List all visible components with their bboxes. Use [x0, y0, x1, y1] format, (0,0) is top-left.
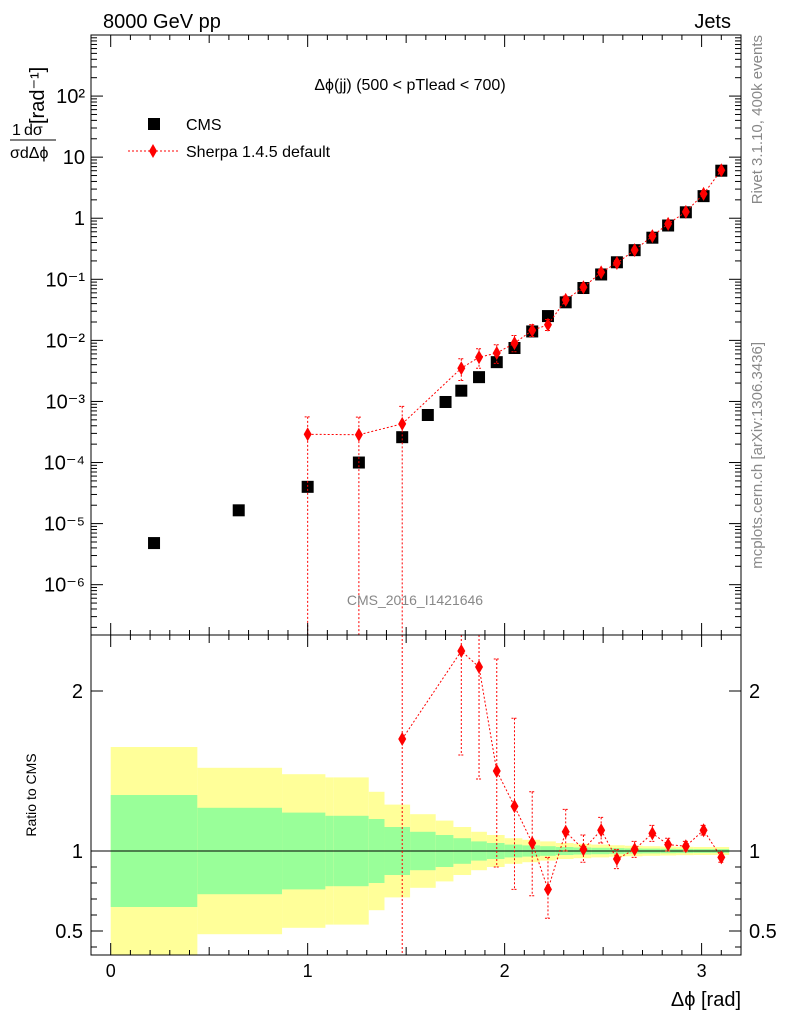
x-tick-label: 2 — [500, 961, 510, 981]
main-ylabel: 1 dσ σdΔϕ [rad⁻¹] — [10, 67, 56, 162]
ratio-mc-point — [510, 799, 519, 814]
main-mc-point — [528, 323, 537, 338]
ratio-xlabel: Δϕ [rad] — [671, 989, 741, 1011]
main-mc-point — [457, 361, 466, 376]
ratio-y-tick-label: 1 — [72, 841, 83, 863]
main-mc-point — [630, 243, 639, 258]
ratio-y-tick-label-right: 1 — [749, 841, 760, 863]
main-ylabel-dsigma: dσ — [24, 122, 43, 139]
main-y-tick-label: 10⁻⁶ — [44, 575, 85, 597]
main-ylabel-denominator: σdΔϕ — [10, 145, 48, 162]
main-y-tick-label: 10⁻⁴ — [44, 453, 85, 475]
ratio-mc-point — [561, 824, 570, 839]
ratio-y-tick-label-right: 0.5 — [749, 921, 777, 943]
ratio-mc-group — [398, 635, 726, 955]
ratio-ylabel: Ratio to CMS — [23, 753, 39, 836]
rivet-label: Rivet 3.1.10, 400k events — [749, 35, 766, 204]
main-mc-point — [303, 427, 312, 442]
main-y-tick-label: 1 — [74, 208, 85, 230]
main-y-tick-label: 10⁻⁵ — [44, 514, 85, 536]
ratio-y-tick-label-right: 2 — [749, 681, 760, 703]
cms-data-points — [148, 164, 728, 550]
legend-mc-marker — [149, 144, 157, 158]
main-mc-point — [354, 427, 363, 442]
cms-data-point — [421, 409, 434, 422]
cms-data-point — [232, 504, 245, 517]
axes: 0 1 2 3 10⁻⁶ 10⁻⁵ 10⁻⁴ 10⁻³ 10⁻² 10⁻¹ 1 10 10² 0.5 0.5… — [44, 34, 777, 981]
main-mc-point — [681, 204, 690, 219]
ratio-mc-points — [398, 635, 726, 955]
main-mc-group — [303, 163, 726, 635]
header-left: 8000 GeV pp — [103, 11, 221, 33]
x-tick-label: 3 — [697, 961, 707, 981]
ratio-mc-point — [699, 823, 708, 838]
cms-data-point — [396, 431, 409, 444]
ratio-y-tick-label: 0.5 — [55, 921, 83, 943]
main-mc-point — [543, 317, 552, 332]
ratio-mc-point — [475, 660, 484, 674]
ratio-mc-point — [579, 842, 588, 857]
ratio-mc-point — [717, 850, 726, 865]
ratio-mc-point — [681, 839, 690, 854]
ratio-mc-point — [528, 836, 537, 850]
cms-data-point — [455, 384, 468, 397]
header-right: Jets — [694, 11, 731, 33]
main-y-tick-label: 10² — [56, 86, 85, 108]
plot-title: Δϕ(jj) (500 < pTlead < 700) — [314, 77, 505, 94]
ratio-mc-point — [457, 644, 466, 658]
main-mc-point — [492, 346, 501, 361]
sherpa-mc-points — [303, 163, 726, 635]
cms-data-point — [439, 395, 452, 408]
cms-data-point — [473, 371, 486, 384]
main-mc-line — [307, 169, 722, 436]
main-mc-point — [475, 350, 484, 365]
main-y-tick-label: 10⁻³ — [46, 391, 86, 413]
ratio-mc-point — [543, 882, 552, 897]
ratio-y-tick-label: 2 — [72, 681, 83, 703]
main-mc-point — [648, 229, 657, 244]
main-mc-point — [597, 265, 606, 280]
legend-cms-label: CMS — [186, 117, 222, 134]
ratio-mc-point — [398, 732, 407, 746]
legend-cms-marker — [148, 118, 160, 130]
main-mc-point — [398, 416, 407, 431]
main-mc-point — [561, 292, 570, 307]
main-mc-point — [717, 163, 726, 178]
ratio-mc-point — [492, 764, 501, 778]
cms-data-point — [148, 537, 161, 550]
main-mc-point — [579, 280, 588, 295]
ratio-mc-point — [664, 837, 673, 852]
mcplots-label: mcplots.cern.ch [arXiv:1306.3436] — [749, 342, 766, 569]
main-y-tick-label: 10 — [63, 147, 85, 169]
main-ylabel-unit: [rad⁻¹] — [27, 67, 49, 124]
ratio-mc-point — [648, 826, 657, 841]
main-y-tick-label: 10⁻² — [46, 330, 86, 352]
legend: CMS Sherpa 1.4.5 default — [128, 117, 331, 161]
ratio-frame — [90, 634, 742, 956]
x-tick-label: 0 — [106, 961, 116, 981]
main-mc-point — [664, 216, 673, 231]
ratio-mc-point — [612, 852, 621, 866]
cms-data-point — [301, 480, 314, 493]
main-mc-point — [510, 336, 519, 351]
main-y-tick-label: 10⁻¹ — [46, 269, 86, 291]
legend-mc-label: Sherpa 1.4.5 default — [186, 144, 331, 161]
ratio-mc-point — [597, 823, 606, 838]
ratio-mc-point — [630, 842, 639, 857]
watermark: CMS_2016_I1421646 — [347, 592, 483, 608]
main-ylabel-one: 1 — [12, 122, 21, 139]
x-tick-label: 1 — [303, 961, 313, 981]
main-mc-point — [612, 255, 621, 270]
main-mc-point — [699, 186, 708, 201]
